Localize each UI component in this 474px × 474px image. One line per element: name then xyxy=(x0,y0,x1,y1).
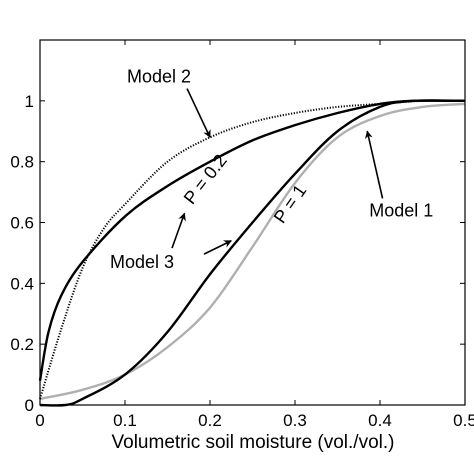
series-line-p-0-2 xyxy=(38,99,466,381)
annotation-model3: Model 3 xyxy=(110,252,174,272)
annotation-arrow-model2 xyxy=(186,88,211,139)
annotations-layer: Model 2 Model 1 Model 3 P = 0.2 P = 1 xyxy=(110,67,433,273)
y-tick-label: 1 xyxy=(25,92,34,111)
x-tick-label: 0.5 xyxy=(453,411,474,430)
y-tick-label: 0.6 xyxy=(10,214,34,233)
y-tick-label: 0.4 xyxy=(10,274,34,293)
y-tick-label: 0.8 xyxy=(10,153,34,172)
x-axis-label: Volumetric soil moisture (vol./vol.) xyxy=(112,432,395,453)
series-line-p-1 xyxy=(39,99,466,407)
axes-layer: 0 0.1 0.2 0.3 0.4 0.5 0 0.2 0.4 0.6 0.8 1 xyxy=(10,39,474,430)
annotation-p02: P = 0.2 xyxy=(180,151,231,208)
annotation-arrow-model1 xyxy=(364,130,384,199)
annotation-arrow-model3-2 xyxy=(203,240,232,255)
annotation-model2: Model 2 xyxy=(127,67,191,87)
x-tick-label: 0.1 xyxy=(113,411,137,430)
x-tick-label: 0.4 xyxy=(368,411,392,430)
x-tick-label: 0.2 xyxy=(198,411,222,430)
x-tick-label: 0 xyxy=(35,411,44,430)
series-line-model-1 xyxy=(39,102,466,401)
series-layer xyxy=(38,99,466,407)
series-line-model-2 xyxy=(39,99,466,400)
y-tick-label: 0.2 xyxy=(10,335,34,354)
annotation-model1: Model 1 xyxy=(369,200,433,220)
annotation-p1: P = 1 xyxy=(270,181,311,227)
x-tick-label: 0.3 xyxy=(283,411,307,430)
annotation-arrow-model3-1 xyxy=(171,212,186,249)
y-tick-label: 0 xyxy=(25,396,34,415)
